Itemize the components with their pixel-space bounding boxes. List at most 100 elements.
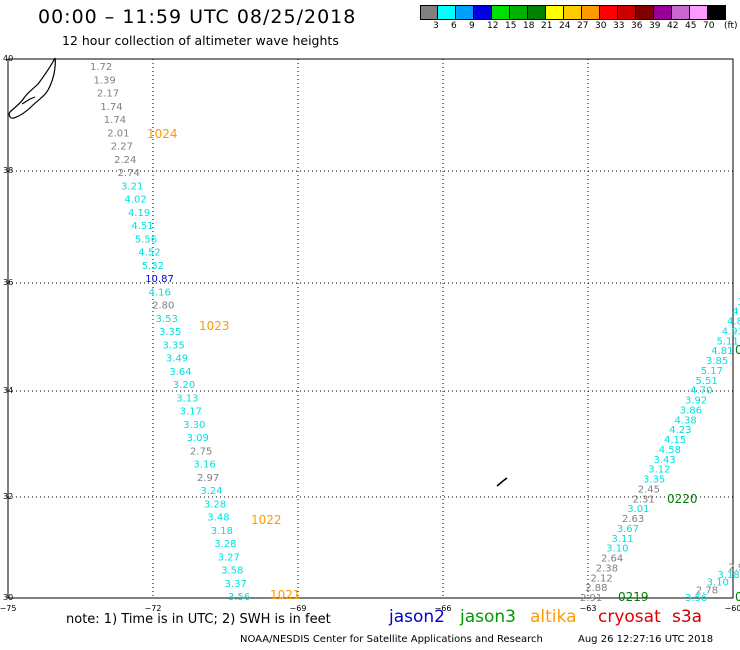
wave-height-label: 4.51 — [131, 221, 153, 232]
wave-height-label: 2.80 — [152, 301, 174, 312]
wave-height-label: 3.11 — [612, 534, 634, 545]
wave-height-label: 3.28 — [204, 499, 226, 510]
pass-time-label: 03 — [735, 343, 740, 357]
wave-height-label: 2.27 — [111, 142, 133, 153]
scale-label: 21 — [541, 21, 553, 31]
wave-height-label: 3.09 — [187, 433, 209, 444]
wave-height-label: 2.74 — [118, 168, 140, 179]
wave-height-label: 2.78 — [696, 585, 718, 596]
wave-height-label: 1.72 — [90, 62, 112, 73]
wave-height-label: 3.35 — [162, 340, 184, 351]
longitude-tick-label: −66 — [435, 604, 452, 613]
wave-height-label: 3.16 — [194, 460, 216, 471]
scale-label: 39 — [649, 21, 661, 31]
wave-height-label: 4.16 — [149, 287, 171, 298]
wave-height-label: 4.15 — [664, 435, 686, 446]
wave-height-label: 3.01 — [627, 504, 649, 515]
scale-label: 33 — [613, 21, 625, 31]
wave-height-label: 1.39 — [93, 75, 115, 86]
wave-height-label: 4.19 — [128, 208, 150, 219]
wave-height-label: 3.48 — [207, 513, 229, 524]
pass-time-label: 1024 — [147, 127, 178, 141]
wave-height-label: 4.81 — [711, 346, 733, 357]
bermuda-island — [496, 477, 508, 487]
longitude-tick-label: −60 — [725, 604, 740, 613]
wave-height-label: 3.43 — [654, 455, 676, 466]
wave-height-label: 2.63 — [622, 514, 644, 525]
wave-height-label: 2.17 — [97, 89, 119, 100]
wave-height-label: 2.45 — [638, 484, 660, 495]
color-scale-legend — [420, 5, 726, 20]
legend-cryosat: cryosat — [598, 607, 661, 627]
pass-time-label: 0 — [735, 590, 740, 604]
latitude-tick-label: 40 — [3, 54, 13, 63]
scale-swatch — [420, 5, 438, 20]
wave-height-label: 3.12 — [648, 465, 670, 476]
wave-height-label: 4.89 — [727, 317, 740, 328]
wave-height-label: 5.32 — [142, 261, 164, 272]
scale-swatch — [672, 5, 690, 20]
legend-s3a: s3a — [672, 607, 703, 627]
scale-swatch — [564, 5, 582, 20]
scale-label: 45 — [685, 21, 697, 31]
wave-height-label: 3.13 — [176, 393, 198, 404]
wave-height-label: 2.64 — [601, 554, 623, 565]
wave-height-label: 10.87 — [145, 274, 174, 285]
longitude-tick-label: −72 — [145, 604, 162, 613]
scale-label: 36 — [631, 21, 643, 31]
wave-height-label: 3.53 — [156, 314, 178, 325]
wave-height-label: 3.30 — [183, 420, 205, 431]
wave-height-label: 4.03 — [732, 307, 740, 318]
wave-height-label: 3.27 — [218, 552, 240, 563]
scale-label: 6 — [451, 21, 457, 31]
color-scale-labels: 3 6 9 12 15 18 21 24 27 30 33 36 39 42 45 70 (ft) — [420, 21, 740, 33]
latitude-tick-label: 36 — [3, 278, 13, 287]
wave-height-label: 4.93 — [722, 326, 740, 337]
wave-height-label: 3.56 — [228, 592, 250, 603]
wave-height-label: 3.58 — [221, 566, 243, 577]
latitude-tick-label: 38 — [3, 166, 13, 175]
scale-swatch — [456, 5, 474, 20]
pass-time-label: 0219 — [618, 590, 649, 604]
pass-time-label: 1022 — [251, 513, 282, 527]
wave-height-label: 3.35 — [159, 327, 181, 338]
latitude-tick-label: 30 — [3, 593, 13, 602]
longitude-tick-label: −69 — [290, 604, 307, 613]
wave-height-label: 3.28 — [214, 539, 236, 550]
wave-height-label: 2.12 — [591, 573, 613, 584]
scale-swatch — [636, 5, 654, 20]
credit-line: NOAA/NESDIS Center for Satellite Applica… — [240, 634, 543, 645]
wave-height-label: 3.10 — [707, 578, 729, 589]
scale-swatch — [654, 5, 672, 20]
scale-swatch — [618, 5, 636, 20]
scale-swatch — [582, 5, 600, 20]
scale-label: 15 — [505, 21, 517, 31]
scale-label: 12 — [487, 21, 499, 31]
wave-height-label: 5.51 — [696, 376, 718, 387]
wave-height-label: 3.64 — [169, 367, 191, 378]
wave-height-label: 3.9 — [738, 297, 740, 308]
scale-label: 9 — [469, 21, 475, 31]
wave-height-label: 2.01 — [107, 128, 129, 139]
wave-height-label: 3.56 — [685, 593, 707, 604]
wave-height-label: 3.10 — [606, 544, 628, 555]
wave-height-label: 3.20 — [173, 380, 195, 391]
legend-jason3: jason3 — [460, 607, 516, 627]
footer-note: note: 1) Time is in UTC; 2) SWH is in fe… — [66, 612, 331, 627]
wave-height-label: 3.17 — [180, 407, 202, 418]
scale-label: 42 — [667, 21, 679, 31]
wave-height-label: 4.52 — [138, 248, 160, 259]
wave-height-label: 3.24 — [200, 486, 222, 497]
scale-swatch — [600, 5, 618, 20]
wave-height-label: 3.35 — [643, 475, 665, 486]
scale-swatch — [438, 5, 456, 20]
longitude-tick-label: −75 — [0, 604, 16, 613]
latitude-tick-label: 34 — [3, 386, 13, 395]
wave-height-label: 2.91 — [580, 593, 602, 604]
wave-height-label: 1.74 — [100, 102, 122, 113]
map-frame — [7, 58, 734, 599]
scale-swatch — [528, 5, 546, 20]
wave-height-label: 2.24 — [114, 155, 136, 166]
wave-height-label: 3.49 — [166, 354, 188, 365]
